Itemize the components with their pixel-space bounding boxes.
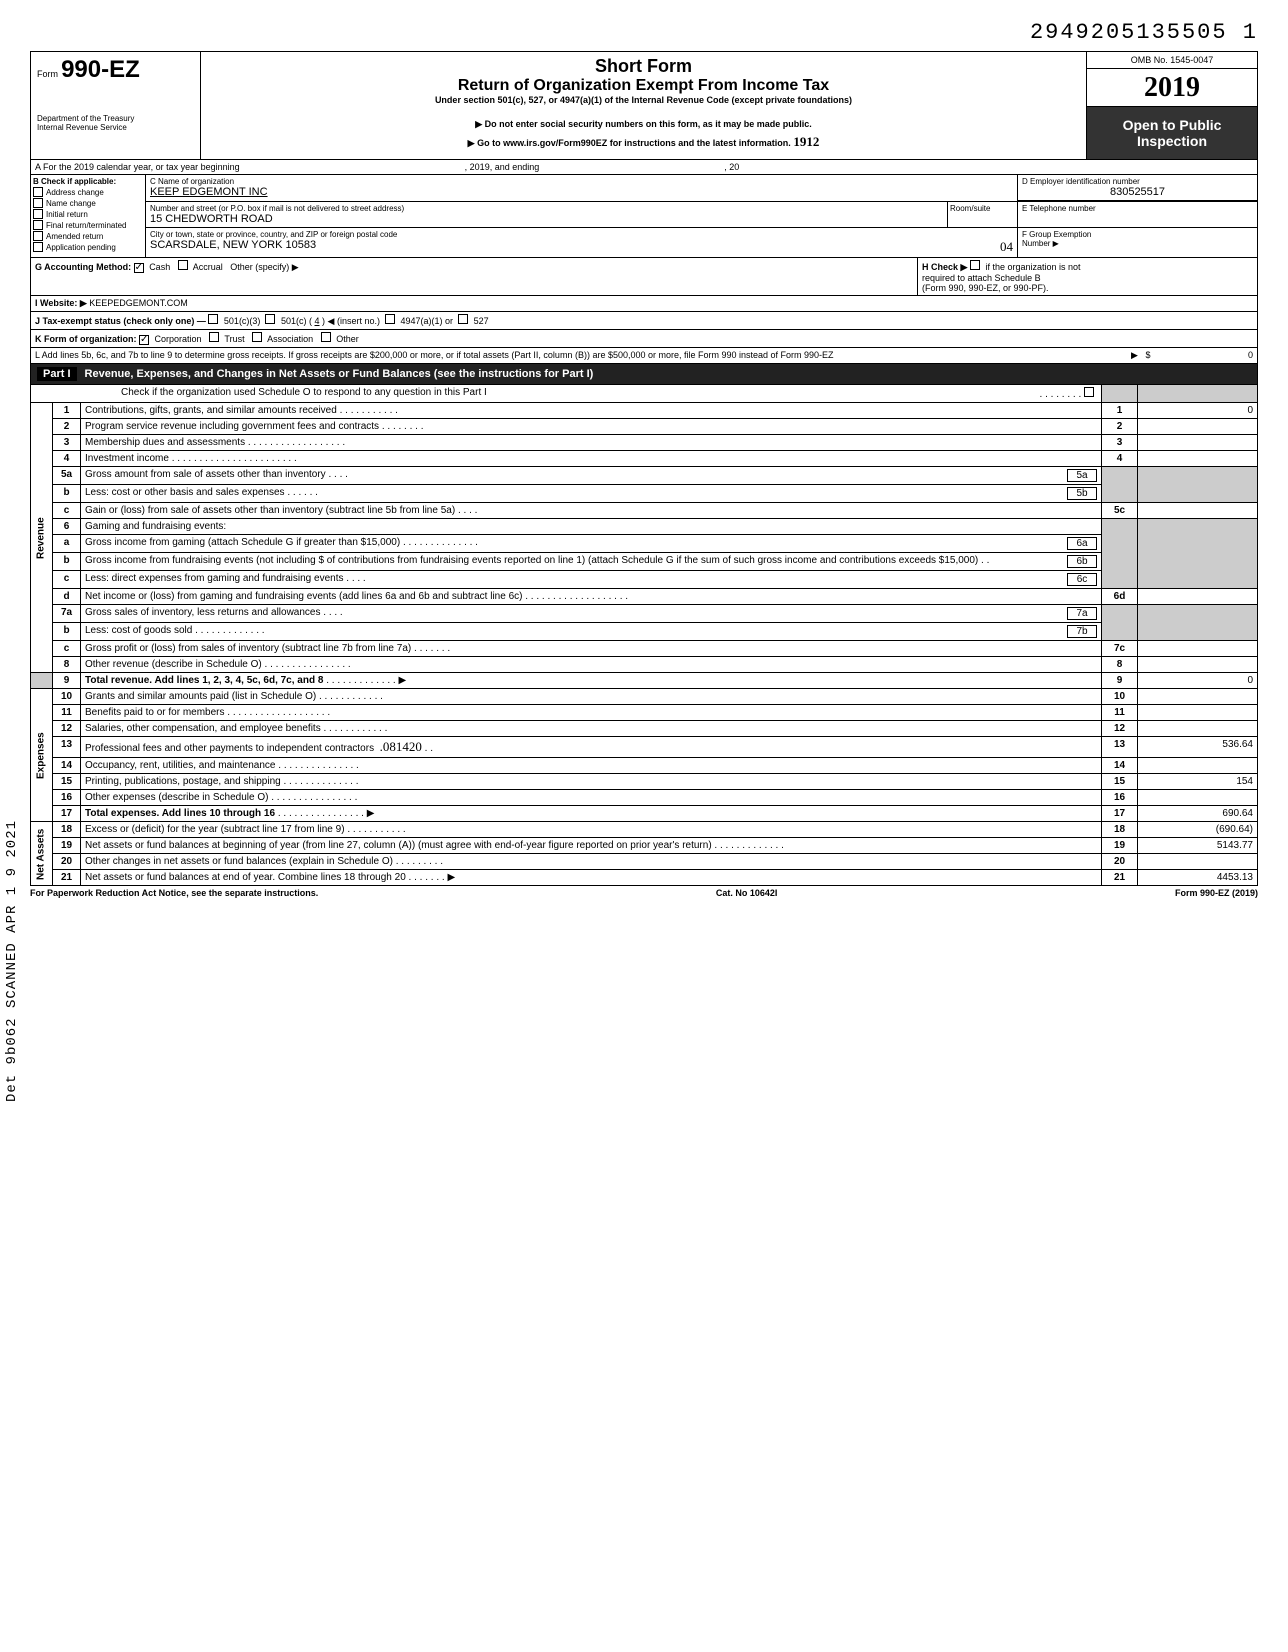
website: KEEPEDGEMONT.COM (89, 298, 188, 308)
part1-label: Part I (37, 367, 77, 381)
chk-schedule-o-part1[interactable] (1084, 387, 1094, 397)
chk-name-change[interactable] (33, 198, 43, 208)
scan-stamp: Det 9b062 SCANNED APR 1 9 2021 (4, 820, 20, 1102)
room-label: Room/suite (947, 202, 1017, 227)
return-title: Return of Organization Exempt From Incom… (207, 77, 1080, 95)
under-section: Under section 501(c), 527, or 4947(a)(1)… (207, 95, 1080, 105)
f-label2: Number ▶ (1022, 239, 1253, 248)
handwritten-1912: 1912 (793, 134, 819, 149)
part1-check-text: Check if the organization used Schedule … (121, 387, 487, 398)
g-label: G Accounting Method: (35, 262, 131, 272)
tax-year: 2019 (1087, 69, 1257, 107)
part1-table: Check if the organization used Schedule … (30, 385, 1258, 886)
form-footer: Form 990-EZ (2019) (1175, 888, 1258, 898)
chk-trust[interactable] (209, 332, 219, 342)
org-name: KEEP EDGEMONT INC (150, 186, 1013, 198)
form-number: 990-EZ (61, 56, 140, 83)
chk-cash[interactable] (134, 263, 144, 273)
chk-amended-return[interactable] (33, 231, 43, 241)
line-a: A For the 2019 calendar year, or tax yea… (31, 160, 1257, 174)
side-expenses: Expenses (31, 689, 53, 822)
do-not-enter: ▶ Do not enter social security numbers o… (207, 119, 1080, 130)
chk-association[interactable] (252, 332, 262, 342)
city-label: City or town, state or province, country… (150, 230, 1013, 239)
form-header: Form 990-EZ Department of the Treasury I… (30, 51, 1258, 160)
chk-initial-return[interactable] (33, 209, 43, 219)
i-label: I Website: ▶ (35, 298, 87, 308)
d-label: D Employer identification number (1022, 177, 1253, 186)
short-form-title: Short Form (207, 56, 1080, 77)
side-revenue: Revenue (31, 403, 53, 673)
street: 15 CHEDWORTH ROAD (150, 213, 943, 225)
chk-501c[interactable] (265, 314, 275, 324)
chk-501c3[interactable] (208, 314, 218, 324)
j-label: J Tax-exempt status (check only one) — (35, 316, 206, 326)
omb-number: OMB No. 1545-0047 (1087, 52, 1257, 69)
b-label: B Check if applicable: (33, 177, 143, 186)
chk-527[interactable] (458, 314, 468, 324)
city: SCARSDALE, NEW YORK 10583 (150, 239, 316, 255)
chk-address-change[interactable] (33, 187, 43, 197)
cat-no: Cat. No 10642I (716, 888, 778, 898)
chk-corporation[interactable] (139, 335, 149, 345)
handwritten-date: .081420 (380, 739, 422, 754)
handwritten-04: 04 (1000, 239, 1013, 255)
chk-accrual[interactable] (178, 260, 188, 270)
street-label: Number and street (or P.O. box if mail i… (150, 204, 943, 213)
chk-final-return[interactable] (33, 220, 43, 230)
l-value: 0 (1153, 350, 1253, 360)
inspection: Inspection (1091, 133, 1253, 149)
side-netassets: Net Assets (31, 822, 53, 886)
doc-locator-number: 2949205135505 1 (30, 20, 1258, 45)
goto-url: ▶ Go to www.irs.gov/Form990EZ for instru… (207, 134, 1080, 150)
chk-schedule-b[interactable] (970, 260, 980, 270)
part1-title: Revenue, Expenses, and Changes in Net As… (85, 368, 594, 380)
e-label: E Telephone number (1022, 204, 1253, 213)
chk-4947[interactable] (385, 314, 395, 324)
open-to-public: Open to Public (1091, 117, 1253, 133)
form-prefix: Form (37, 69, 58, 79)
ein: 830525517 (1022, 186, 1253, 198)
paperwork-notice: For Paperwork Reduction Act Notice, see … (30, 888, 318, 898)
chk-application-pending[interactable] (33, 242, 43, 252)
dept-line2: Internal Revenue Service (37, 123, 194, 132)
dept-line1: Department of the Treasury (37, 114, 194, 123)
l-text: L Add lines 5b, 6c, and 7b to line 9 to … (35, 350, 834, 360)
k-label: K Form of organization: (35, 334, 137, 344)
chk-other-org[interactable] (321, 332, 331, 342)
f-label: F Group Exemption (1022, 230, 1253, 239)
h-label: H Check ▶ (922, 262, 967, 272)
c-label: C Name of organization (150, 177, 1013, 186)
section-b-checkboxes: B Check if applicable: Address change Na… (31, 175, 146, 257)
